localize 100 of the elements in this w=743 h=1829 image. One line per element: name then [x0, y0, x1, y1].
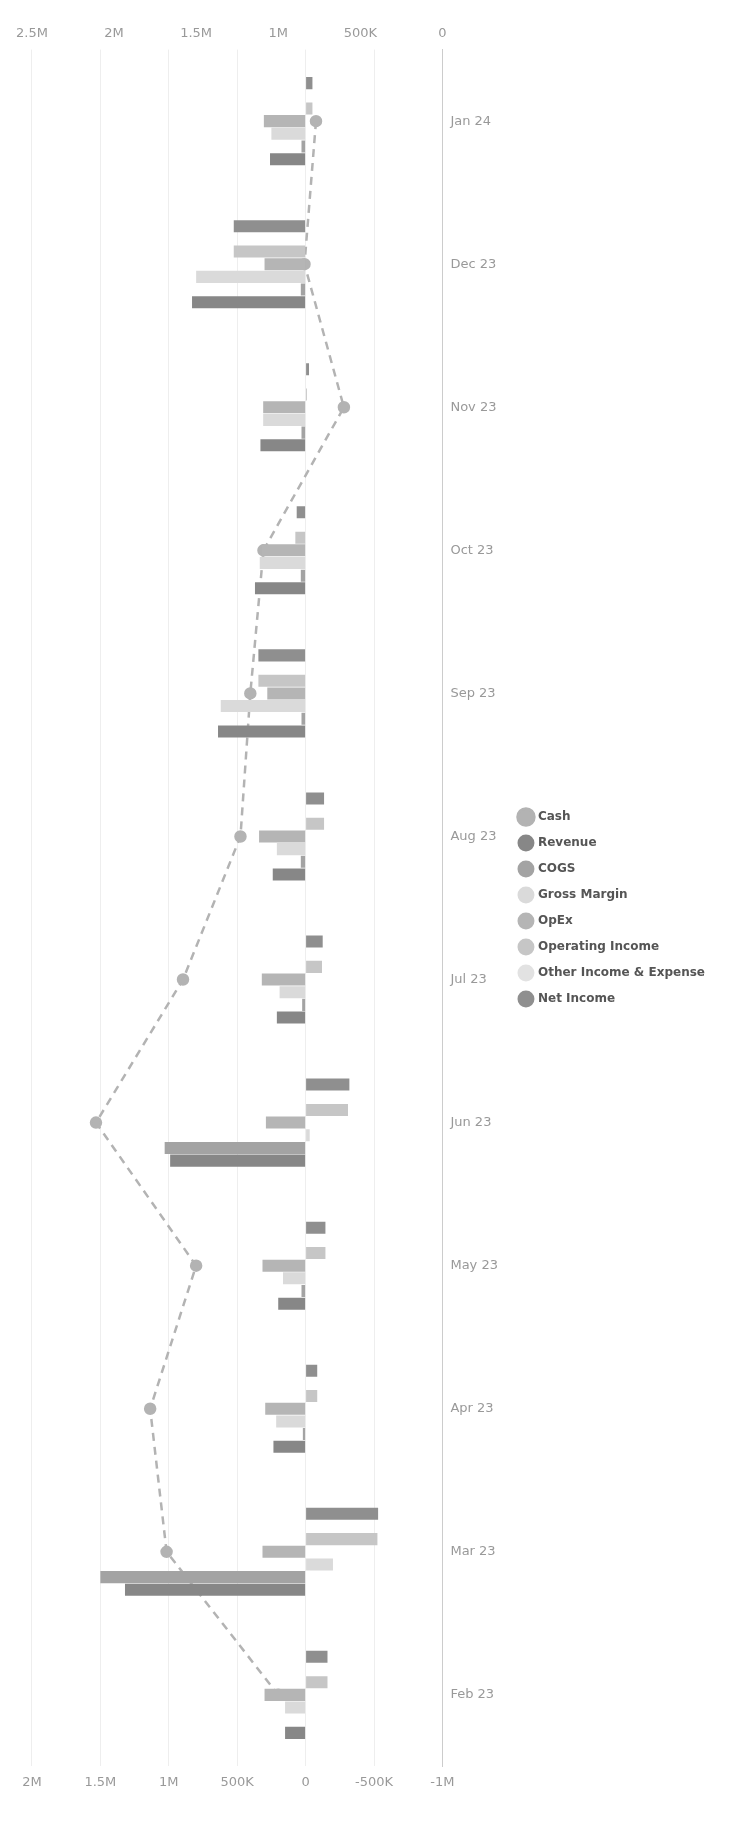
bar [302, 998, 306, 1011]
bar [306, 1078, 350, 1091]
bar [265, 1402, 306, 1415]
x-tick-label: 1M [159, 1773, 179, 1789]
bar [300, 569, 306, 582]
x-tick-label: 500K [220, 1773, 255, 1789]
bar [306, 1558, 333, 1571]
bar [271, 127, 306, 140]
legend-label: Revenue [537, 835, 597, 850]
x-tick-label: -500K [354, 1773, 394, 1789]
bar [258, 674, 306, 687]
y-tick-label: Feb 23 [450, 1686, 495, 1702]
bar [259, 556, 306, 570]
y-tick-label: May 23 [450, 1257, 498, 1273]
bar [261, 973, 306, 986]
y-tick-label: Jul 23 [449, 970, 487, 986]
bar [279, 986, 306, 999]
bar [164, 1141, 306, 1154]
bar [306, 935, 323, 948]
bar [273, 1440, 306, 1453]
bar [263, 115, 306, 128]
point [234, 830, 247, 843]
bar [170, 1154, 306, 1167]
point [337, 401, 351, 414]
bar [300, 283, 306, 296]
bar [285, 1701, 306, 1714]
bar [262, 1259, 306, 1272]
point [244, 687, 257, 700]
bar [301, 140, 306, 153]
y-tick-label: Dec 23 [450, 255, 497, 271]
bar [306, 1364, 318, 1377]
y-tick-label: Jun 23 [449, 1113, 492, 1129]
legend-label: Operating Income [537, 939, 660, 954]
bar [306, 1103, 349, 1116]
x-tick-label: 1.5M [84, 1773, 117, 1789]
legend-label: COGS [537, 861, 576, 876]
bar [296, 506, 306, 519]
bar [306, 1676, 328, 1689]
bar [263, 401, 306, 414]
bar [306, 792, 325, 805]
bar [264, 1688, 306, 1701]
bar [124, 1583, 306, 1596]
x-tick-label: -1M [430, 1773, 455, 1789]
bar [192, 296, 306, 309]
bar [258, 649, 306, 662]
bar [276, 1011, 306, 1024]
bar [306, 1129, 310, 1142]
point [143, 1402, 157, 1415]
bar [278, 1297, 306, 1310]
y-tick-label: Sep 23 [450, 684, 496, 700]
bar [285, 1726, 306, 1739]
bar [306, 363, 310, 376]
x2-tick-label: 2M [104, 25, 124, 41]
bar [100, 1571, 306, 1584]
x2-tick-label: 500K [343, 25, 378, 41]
bar [254, 582, 306, 595]
x2-tick-label: 2.5M [16, 25, 48, 41]
bar [276, 1415, 306, 1428]
bar [301, 1284, 306, 1298]
bar [265, 1116, 306, 1129]
bar [306, 1650, 328, 1663]
bar [233, 220, 306, 233]
legend-label: Cash [537, 809, 571, 824]
bar [270, 153, 306, 166]
bar [306, 1221, 326, 1234]
bar [233, 245, 306, 258]
bar [259, 830, 306, 843]
bar [283, 1272, 306, 1285]
point [160, 1545, 173, 1559]
bar [260, 439, 306, 452]
bar [306, 1507, 379, 1520]
legend-label: Net Income [537, 991, 616, 1006]
y-tick-label: Aug 23 [450, 827, 497, 843]
point [309, 114, 323, 128]
bar [306, 960, 323, 973]
bar [301, 712, 306, 725]
bar [262, 1545, 306, 1558]
bar [306, 102, 313, 115]
legend-label: OpEx [537, 913, 573, 928]
bar [196, 270, 306, 283]
x2-tick-label: 1.5M [180, 25, 213, 41]
y-tick-label: Nov 23 [450, 398, 497, 414]
bar [306, 1533, 378, 1546]
y-tick-label: Mar 23 [450, 1543, 496, 1559]
x2-tick-label: 0 [438, 25, 447, 41]
legend-label: Other Income & Expense [537, 965, 706, 980]
y-tick-label: Jan 24 [449, 112, 492, 128]
y-tick-label: Apr 23 [450, 1400, 494, 1416]
bar [218, 725, 306, 738]
bar [301, 426, 306, 439]
point [176, 973, 190, 986]
bar [306, 1390, 318, 1403]
bar [306, 77, 313, 90]
bar [306, 1246, 326, 1260]
point [89, 1116, 103, 1129]
bar [300, 855, 306, 868]
x2-tick-label: 1M [268, 25, 288, 41]
x-tick-label: 0 [301, 1773, 310, 1789]
point [189, 1259, 203, 1272]
x-tick-label: 2M [22, 1773, 42, 1789]
